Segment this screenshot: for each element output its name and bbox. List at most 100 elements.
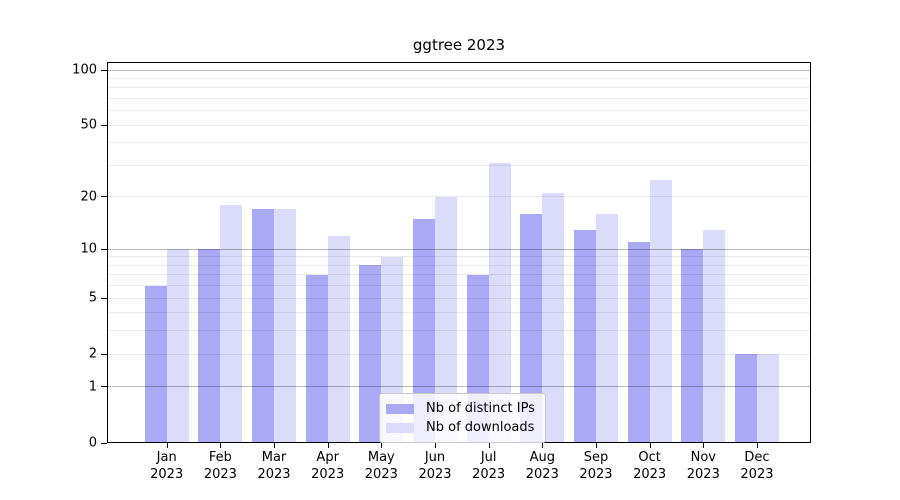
x-tick-year-apr: 2023 — [311, 466, 345, 482]
legend-label-downloads: Nb of downloads — [426, 420, 535, 435]
gridline-minor-9 — [107, 256, 811, 258]
bar-sep-distinct-ips — [573, 229, 596, 443]
bar-jan-distinct-ips — [144, 285, 167, 443]
x-tick-label-jul: Jul 2023 — [472, 450, 505, 483]
x-tick-label-may: May 2023 — [365, 450, 398, 483]
x-tick-year-aug: 2023 — [525, 466, 559, 482]
bar-nov-downloads — [703, 229, 726, 443]
x-tick-aug — [542, 443, 544, 448]
x-tick-nov — [703, 443, 705, 448]
legend-swatch-distinct-ips — [386, 403, 414, 414]
x-tick-month-jan: Jan — [156, 450, 177, 465]
x-tick-label-apr: Apr 2023 — [311, 450, 344, 483]
x-tick-label-sep: Sep 2023 — [579, 450, 612, 483]
legend: Nb of distinct IPs Nb of downloads — [379, 393, 546, 443]
gridline-minor-8 — [107, 264, 811, 266]
bar-aug-distinct-ips — [520, 214, 543, 443]
gridline-minor-7 — [107, 274, 811, 276]
y-tick-label-100: 100 — [72, 62, 97, 78]
y-tick-50 — [101, 124, 107, 126]
y-tick-label-10: 10 — [80, 241, 97, 257]
y-tick-label-1: 1 — [88, 379, 97, 395]
x-tick-month-oct: Oct — [638, 450, 661, 465]
bar-dec-downloads — [756, 354, 779, 443]
x-tick-year-may: 2023 — [364, 466, 398, 482]
gridline-major-1 — [107, 386, 811, 388]
bar-mar-distinct-ips — [252, 209, 275, 443]
x-tick-month-apr: Apr — [316, 450, 339, 465]
x-tick-label-jan: Jan 2023 — [150, 450, 183, 483]
x-tick-mar — [274, 443, 276, 448]
x-tick-sep — [595, 443, 597, 448]
bar-oct-downloads — [649, 179, 672, 443]
bar-apr-distinct-ips — [305, 274, 328, 443]
x-tick-year-sep: 2023 — [579, 466, 613, 482]
legend-label-distinct-ips: Nb of distinct IPs — [426, 401, 535, 416]
x-tick-month-dec: Dec — [744, 450, 770, 465]
bar-oct-distinct-ips — [627, 242, 650, 443]
legend-swatch-downloads — [386, 422, 414, 433]
plot-area — [107, 62, 811, 443]
gridline-minor-4 — [107, 312, 811, 314]
gridline-minor-6 — [107, 285, 811, 287]
y-tick-100 — [101, 69, 107, 71]
x-tick-label-oct: Oct 2023 — [633, 450, 666, 483]
gridline-minor-50 — [107, 124, 811, 126]
gridline-minor-90 — [107, 77, 811, 79]
x-tick-year-jul: 2023 — [472, 466, 506, 482]
x-tick-year-oct: 2023 — [633, 466, 667, 482]
gridline-major-100 — [107, 69, 811, 71]
y-tick-1 — [101, 386, 107, 388]
gridline-minor-2 — [107, 353, 811, 355]
bar-sep-downloads — [595, 214, 618, 443]
x-tick-may — [381, 443, 383, 448]
x-tick-year-dec: 2023 — [740, 466, 774, 482]
bar-nov-distinct-ips — [681, 249, 704, 443]
x-tick-month-nov: Nov — [690, 450, 716, 465]
bar-jun-downloads — [435, 196, 457, 443]
x-tick-month-sep: Sep — [583, 450, 609, 465]
bar-dec-distinct-ips — [734, 354, 757, 443]
x-tick-year-feb: 2023 — [203, 466, 237, 482]
y-tick-label-2: 2 — [88, 346, 97, 362]
x-tick-feb — [220, 443, 222, 448]
bar-mar-downloads — [274, 209, 297, 443]
y-tick-label-50: 50 — [80, 117, 97, 133]
gridline-minor-5 — [107, 297, 811, 299]
bar-may-distinct-ips — [359, 265, 382, 443]
gridline-minor-80 — [107, 87, 811, 89]
x-tick-apr — [327, 443, 329, 448]
x-tick-label-mar: Mar 2023 — [257, 450, 290, 483]
y-tick-label-20: 20 — [80, 189, 97, 205]
x-tick-month-mar: Mar — [261, 450, 287, 465]
x-tick-year-nov: 2023 — [686, 466, 720, 482]
x-tick-oct — [649, 443, 651, 448]
gridline-minor-20 — [107, 196, 811, 198]
chart-title: ggtree 2023 — [412, 36, 506, 54]
y-tick-0 — [101, 442, 107, 444]
bar-aug-downloads — [542, 193, 565, 443]
bar-jun-distinct-ips — [413, 218, 435, 443]
x-tick-jan — [166, 443, 168, 448]
x-tick-label-feb: Feb 2023 — [204, 450, 237, 483]
x-tick-month-may: May — [367, 450, 395, 465]
y-tick-10 — [101, 248, 107, 250]
x-tick-year-jan: 2023 — [150, 466, 184, 482]
gridline-minor-40 — [107, 142, 811, 144]
x-tick-year-jun: 2023 — [418, 466, 452, 482]
gridline-minor-70 — [107, 97, 811, 99]
bar-jul-downloads — [488, 162, 511, 443]
x-tick-month-jun: Jun — [424, 450, 446, 465]
gridline-minor-3 — [107, 330, 811, 332]
bar-apr-downloads — [327, 235, 350, 443]
x-tick-label-aug: Aug 2023 — [526, 450, 559, 483]
x-tick-month-feb: Feb — [208, 450, 232, 465]
y-tick-5 — [101, 297, 107, 299]
bar-feb-downloads — [220, 205, 243, 443]
gridline-major-10 — [107, 248, 811, 250]
y-tick-2 — [101, 353, 107, 355]
x-tick-label-dec: Dec 2023 — [740, 450, 773, 483]
x-tick-label-nov: Nov 2023 — [687, 450, 720, 483]
y-tick-label-0: 0 — [88, 435, 97, 451]
